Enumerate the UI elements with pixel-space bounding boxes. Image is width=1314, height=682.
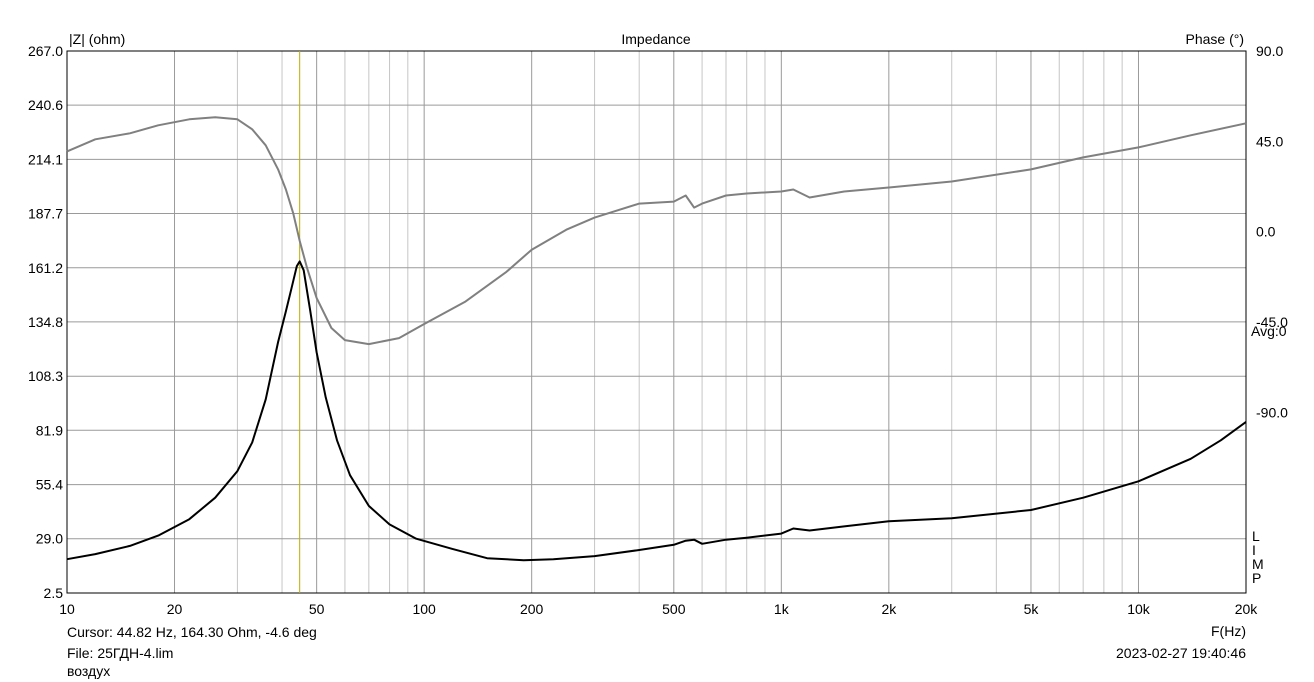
y-right-tick-label: 45.0 (1256, 133, 1283, 149)
y-right-tick-label: 90.0 (1256, 43, 1283, 59)
y-left-tick-label: 267.0 (28, 43, 63, 59)
phase-line (66, 116, 1247, 346)
y-axis-right-label: Phase (°) (1185, 31, 1244, 47)
y-left-tick-label: 81.9 (36, 422, 63, 438)
note-text: воздух (67, 663, 111, 679)
x-tick-label: 2k (881, 601, 897, 617)
x-axis-label: F(Hz) (1211, 623, 1246, 639)
y-left-tick-label: 108.3 (28, 368, 63, 384)
x-tick-label: 1k (774, 601, 790, 617)
side-letter: L (1252, 528, 1260, 544)
y-left-tick-label: 29.0 (36, 531, 63, 547)
x-tick-label: 500 (662, 601, 686, 617)
plot-frame (66, 50, 1247, 594)
y-left-tick-label: 187.7 (28, 205, 63, 221)
impedance-magnitude-line (66, 260, 1247, 562)
x-tick-label: 20k (1235, 601, 1259, 617)
y-left-tick-label: 161.2 (28, 260, 63, 276)
x-tick-label: 10 (59, 601, 75, 617)
x-tick-label: 5k (1024, 601, 1040, 617)
chart-title: Impedance (621, 31, 690, 47)
y-right-tick-label: -45.0 (1256, 314, 1288, 330)
x-tick-label: 100 (412, 601, 436, 617)
datetime: 2023-02-27 19:40:46 (1116, 645, 1246, 661)
y-axis-left-label: |Z| (ohm) (69, 31, 125, 47)
grid-lines (67, 50, 1246, 594)
tick-labels: 10 20 50 100 200 500 1k 2k 5k 10k 20k 267.0 240.6 214… (28, 43, 1288, 617)
x-tick-label: 20 (167, 601, 183, 617)
series-lines (66, 116, 1247, 562)
file-name: File: 25ГДН-4.lim (67, 645, 174, 661)
y-left-tick-label: 214.1 (28, 151, 63, 167)
y-right-tick-label: 0.0 (1256, 224, 1276, 240)
y-left-tick-label: 55.4 (36, 477, 63, 493)
cursor-readout: Cursor: 44.82 Hz, 164.30 Ohm, -4.6 deg (67, 624, 317, 640)
y-left-tick-label: 2.5 (44, 585, 64, 601)
y-right-tick-label: -90.0 (1256, 404, 1288, 420)
side-letter: P (1252, 570, 1262, 586)
y-left-tick-label: 240.6 (28, 97, 63, 113)
y-left-tick-label: 134.8 (28, 314, 63, 330)
side-letter: M (1252, 556, 1264, 572)
x-tick-label: 10k (1127, 601, 1151, 617)
x-tick-label: 50 (309, 601, 325, 617)
avg-label: Avg:0 (1251, 323, 1287, 339)
x-tick-label: 200 (520, 601, 544, 617)
side-letter: I (1252, 542, 1256, 558)
